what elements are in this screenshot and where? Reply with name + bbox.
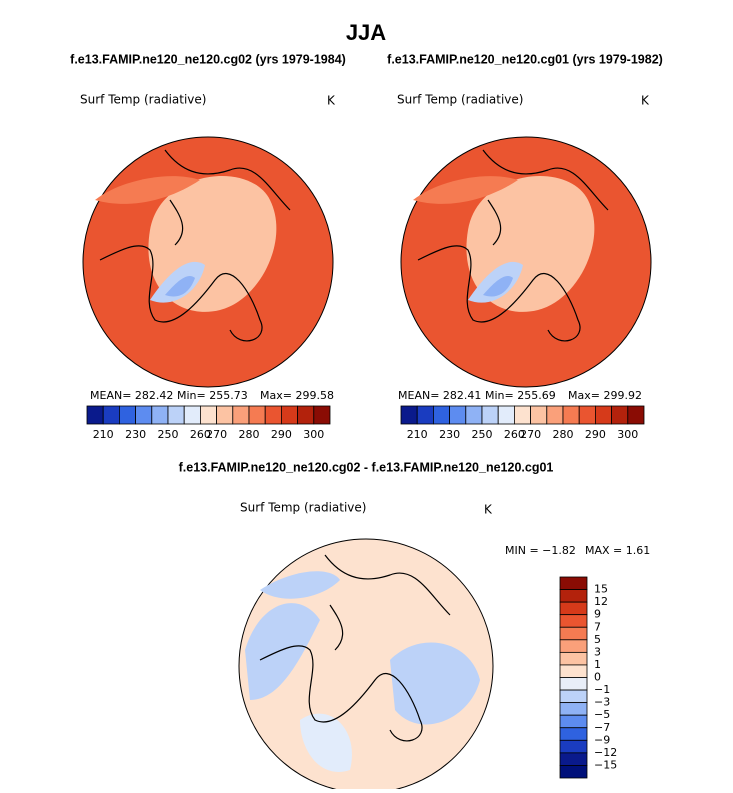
colorbar-box [416,405,434,425]
stat: MEAN= 282.41 [398,389,481,402]
map [82,136,334,388]
colorbar-label: 15 [594,583,608,596]
colorbar-box [559,614,588,628]
colorbar-box [559,727,588,741]
colorbar-box [611,405,629,425]
colorbar-label: −15 [594,758,617,771]
colorbar-label: 300 [303,428,324,441]
colorbar-box [86,405,104,425]
colorbar-label: 290 [271,428,292,441]
colorbar-label: 260 [504,428,525,441]
stat: Min= 255.73 [177,389,248,402]
colorbar-label: 290 [585,428,606,441]
colorbar-label: −1 [594,683,610,696]
stat: MIN = −1.82 [505,544,576,557]
colorbar-box [481,405,499,425]
stat: MAX = 1.61 [585,544,650,557]
colorbar-box [232,405,250,425]
unit-label: K [484,503,493,517]
colorbar-box [119,405,137,425]
stat: Max= 299.58 [260,389,334,402]
colorbar-box [135,405,153,425]
colorbar-label: 270 [520,428,541,441]
colorbar-box [216,405,234,425]
stat: MEAN= 282.42 [90,389,173,402]
colorbar-label: −9 [594,733,610,746]
colorbar-label: 7 [594,620,601,633]
colorbar-label: 280 [553,428,574,441]
colorbar-box [559,689,588,704]
colorbar-label: 210 [93,428,114,441]
colorbar-box [400,405,418,425]
unit-label: K [327,94,336,108]
variable-label: Surf Temp (radiative) [240,501,366,515]
colorbar-box [559,576,588,590]
colorbar-label: 0 [594,671,601,684]
colorbar-box [449,405,467,425]
colorbar-label: −12 [594,746,617,759]
colorbar-box [264,405,282,425]
colorbar-box [578,405,596,425]
colorbar-box [102,405,120,425]
colorbar-label: 250 [158,428,179,441]
colorbar-box [559,639,588,653]
map [400,136,652,388]
colorbar-box [432,405,450,425]
colorbar-box [313,405,331,425]
colorbar-label: 9 [594,608,601,621]
colorbar-box [559,702,588,716]
colorbar-box [559,714,588,729]
colorbar-box [530,405,548,425]
subtitle: f.e13.FAMIP.ne120_ne120.cg02 (yrs 1979-1… [70,52,346,66]
colorbar-label: 250 [472,428,493,441]
colorbar-box [497,405,515,425]
variable-label: Surf Temp (radiative) [80,93,206,107]
colorbar-box [167,405,185,425]
colorbar-label: 230 [439,428,460,441]
unit-label: K [641,94,650,108]
colorbar-box [559,752,588,766]
colorbar-box [559,601,588,616]
colorbar-box [546,405,564,425]
colorbar-box [151,405,169,425]
colorbar-label: 210 [407,428,428,441]
colorbar-label: −3 [594,696,610,709]
colorbar-box [559,677,588,691]
colorbar-label: 300 [617,428,638,441]
colorbar-box [595,405,613,425]
colorbar-box [280,405,298,425]
subtitle: f.e13.FAMIP.ne120_ne120.cg02 - f.e13.FAM… [179,460,554,474]
colorbar-box [559,664,588,678]
colorbar-box [514,405,532,425]
colorbar-box [297,405,315,425]
colorbar-box [559,765,588,779]
colorbar-label: 280 [239,428,260,441]
colorbar-box [248,405,266,425]
subtitle: f.e13.FAMIP.ne120_ne120.cg01 (yrs 1979-1… [387,52,663,66]
title: JJA [346,20,386,45]
colorbar-box [559,739,588,754]
stat: Min= 255.69 [485,389,556,402]
colorbar-label: 12 [594,595,608,608]
colorbar-label: 3 [594,645,601,658]
stat: Max= 299.92 [568,389,642,402]
colorbar-box [183,405,201,425]
colorbar-label: 1 [594,658,601,671]
colorbar-box [199,405,217,425]
colorbar-label: −7 [594,721,610,734]
colorbar-box [559,651,588,666]
colorbar-label: 230 [125,428,146,441]
colorbar-box [627,405,645,425]
colorbar-label: 5 [594,633,601,646]
colorbar-box [559,589,588,603]
colorbar-label: −5 [594,708,610,721]
colorbar-box [562,405,580,425]
map [238,538,494,793]
colorbar-box [465,405,483,425]
colorbar-label: 270 [206,428,227,441]
colorbar-box [559,626,588,641]
colorbar-label: 260 [190,428,211,441]
variable-label: Surf Temp (radiative) [397,93,523,107]
